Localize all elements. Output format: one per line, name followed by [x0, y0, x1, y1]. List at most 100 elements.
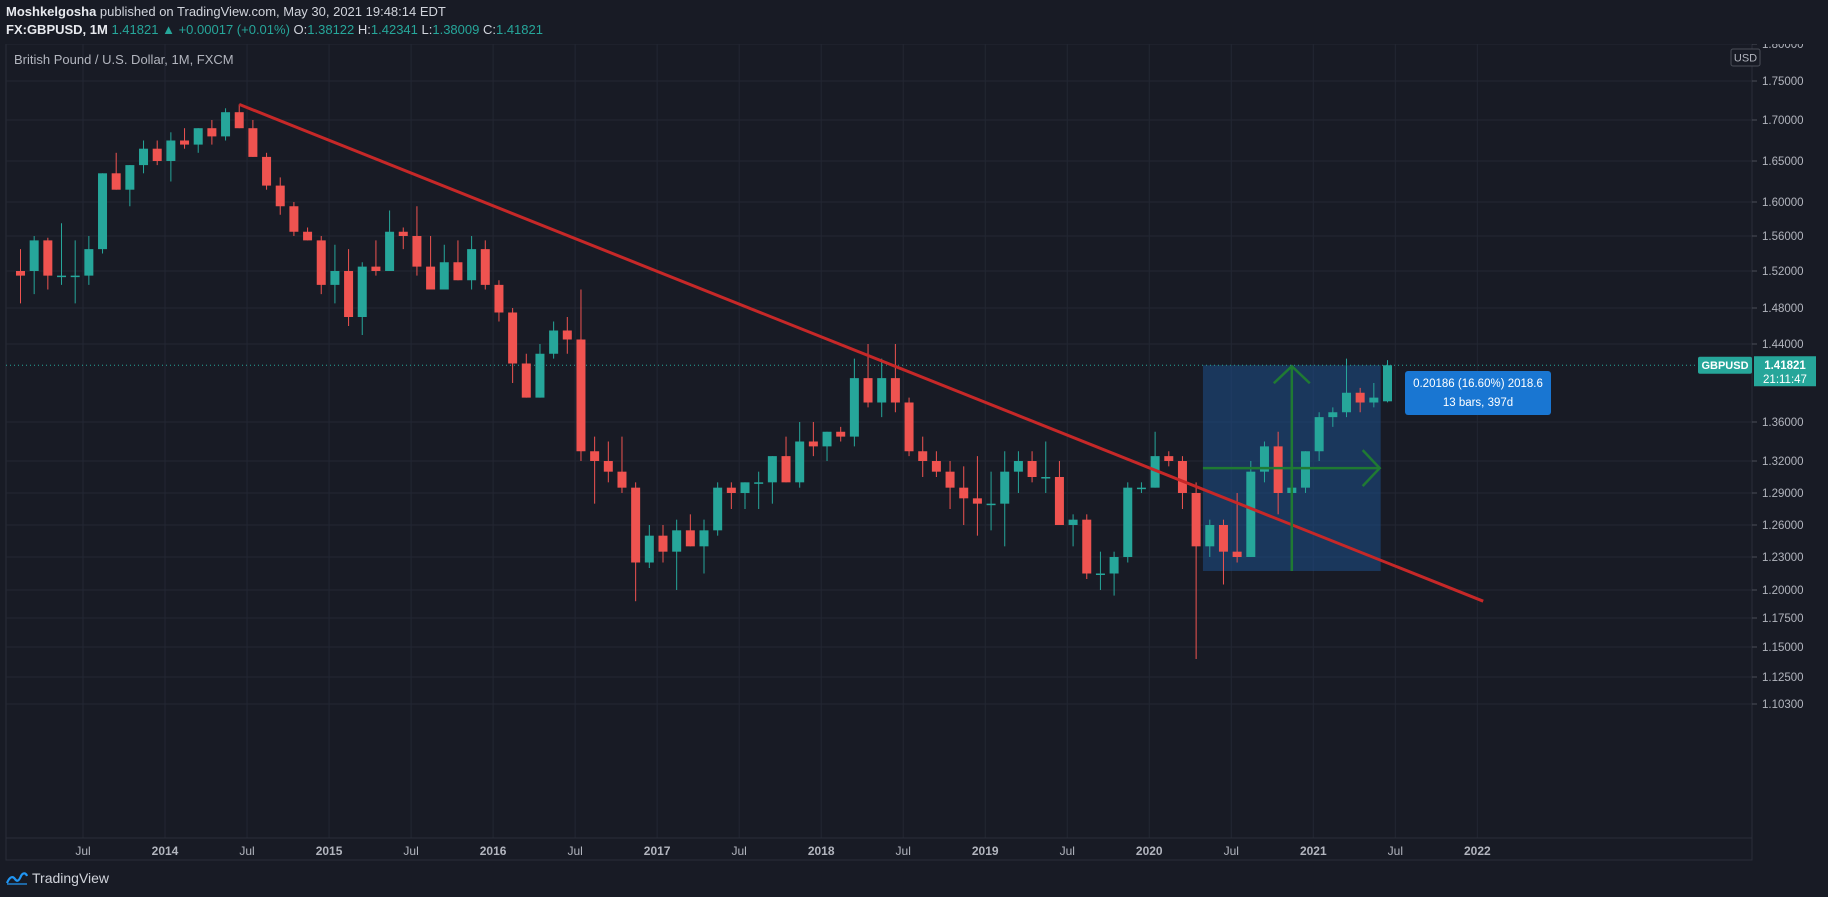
price-tick-label: 1.12500 — [1762, 672, 1804, 684]
tradingview-brand[interactable]: TradingView — [6, 870, 109, 886]
time-tick-label: Jul — [1388, 844, 1403, 858]
candle-body — [1068, 519, 1078, 525]
candle-body — [822, 431, 832, 447]
candle-body — [234, 112, 244, 129]
candle-body — [1095, 573, 1105, 575]
candle-body — [125, 165, 135, 190]
candle-body — [644, 535, 654, 563]
candle-body — [945, 471, 955, 488]
candle-body — [1013, 461, 1023, 472]
candle-body — [1314, 417, 1324, 452]
time-tick-label: 2020 — [1136, 844, 1163, 858]
candle-body — [166, 140, 176, 161]
candle-body — [467, 249, 477, 281]
price-axis[interactable]: 1.800001.750001.700001.650001.600001.560… — [1751, 39, 1804, 860]
trendline[interactable] — [238, 103, 1484, 603]
candle-body — [426, 266, 436, 290]
candle-body — [29, 240, 39, 271]
time-tick-label: 2022 — [1464, 844, 1491, 858]
candle-body — [740, 482, 750, 493]
candle-body — [57, 275, 67, 278]
measure-horizontal-arrowhead — [1361, 449, 1382, 487]
candle-body — [262, 156, 272, 186]
candle-body — [1136, 487, 1146, 490]
price-tag-countdown: 21:11:47 — [1763, 374, 1807, 386]
candle-body — [330, 271, 340, 285]
price-tick-label: 1.70000 — [1762, 115, 1804, 127]
author[interactable]: Moshkelgosha — [6, 4, 97, 19]
candle-body — [98, 173, 108, 250]
candle-body — [959, 487, 969, 499]
candle-body — [453, 262, 463, 281]
grid — [6, 43, 1752, 838]
candle-body — [986, 503, 996, 506]
candle-body — [767, 456, 777, 483]
price-tick-label: 1.48000 — [1762, 303, 1804, 315]
candle-body — [576, 339, 586, 452]
close-value: 1.41821 — [495, 22, 543, 37]
candle-body — [1232, 551, 1242, 557]
last-price: 1.41821 — [111, 22, 159, 37]
candle-body — [70, 275, 80, 278]
candle-body — [535, 353, 545, 398]
time-tick-label: 2018 — [808, 844, 835, 858]
candle-body — [439, 262, 449, 290]
candle-body — [1123, 487, 1133, 557]
footer: TradingView — [0, 862, 1828, 897]
time-tick-label: Jul — [567, 844, 582, 858]
candle-body — [1369, 397, 1379, 403]
price-tick-label: 1.20000 — [1762, 585, 1804, 597]
chart-background — [0, 0, 1828, 862]
up-arrow-icon: ▲ — [162, 22, 175, 37]
candle-body — [152, 148, 162, 161]
candle-body — [849, 378, 859, 437]
candle-body — [1177, 461, 1187, 493]
time-tick-label: Jul — [1224, 844, 1239, 858]
measure-label: 0.20186 (16.60%) 2018.6 13 bars, 397d — [1405, 371, 1551, 415]
candle-body — [1218, 525, 1228, 552]
symbol-tag-text: GBPUSD — [1701, 360, 1748, 372]
candle-body — [972, 498, 982, 504]
candle-body — [603, 461, 613, 472]
candle-body — [658, 535, 668, 552]
price-tick-label: 1.32000 — [1762, 456, 1804, 468]
high-value: 1.42341 — [370, 22, 418, 37]
price-tick-label: 1.15000 — [1762, 642, 1804, 654]
symbol-tag — [1698, 356, 1752, 374]
candle-body — [1109, 557, 1119, 574]
candle-body — [275, 185, 285, 207]
time-axis[interactable]: Jul 2014 Jul 2015 Jul 2016 Jul 2017 Jul 2018 Jul 20… — [6, 837, 1752, 858]
low-label: L: — [421, 22, 433, 37]
time-tick-label: 2021 — [1300, 844, 1327, 858]
candle-body — [685, 530, 695, 547]
candle-body — [672, 530, 682, 552]
price-chart[interactable]: 1.800001.750001.700001.650001.600001.560… — [0, 0, 1828, 862]
candle-body — [1191, 493, 1201, 547]
candle-body — [1259, 446, 1269, 472]
time-tick-label: Jul — [403, 844, 418, 858]
candle-body — [562, 330, 572, 340]
measure-vertical-arrowhead — [1272, 364, 1311, 385]
candle-body — [1150, 456, 1160, 488]
candle-body — [207, 128, 217, 137]
candle-body — [1000, 471, 1010, 504]
candle-body — [412, 236, 422, 267]
price-tag-value: 1.41821 — [1764, 360, 1806, 372]
candle-body — [795, 441, 805, 483]
candle-body — [631, 487, 641, 563]
candle-body — [508, 312, 518, 364]
candle-body — [617, 471, 627, 488]
candle-body — [1246, 471, 1256, 557]
time-tick-label: 2019 — [972, 844, 999, 858]
price-tick-label: 1.75000 — [1762, 76, 1804, 88]
measure-label-line2: 13 bars, 397d — [1443, 397, 1513, 409]
time-tick-label: 2016 — [480, 844, 507, 858]
candle-body — [480, 249, 490, 285]
candle-body — [16, 271, 25, 276]
tradingview-logo-icon — [6, 872, 28, 885]
publish-line: Moshkelgosha published on TradingView.co… — [6, 4, 446, 19]
candle-body — [877, 378, 887, 403]
currency-label: USD — [1734, 53, 1757, 65]
close-label: C: — [482, 22, 496, 37]
candle-body — [289, 206, 299, 232]
